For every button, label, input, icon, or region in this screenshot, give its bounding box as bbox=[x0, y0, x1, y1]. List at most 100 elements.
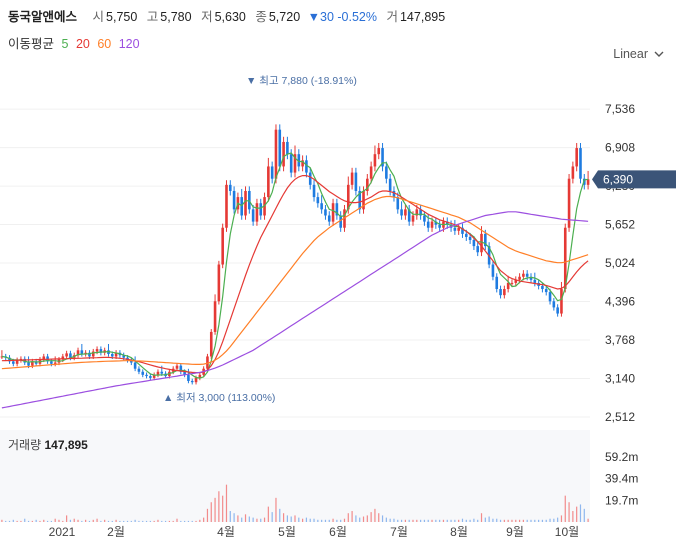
candle-body bbox=[175, 365, 179, 369]
candle-body bbox=[225, 184, 228, 228]
chevron-down-icon bbox=[654, 51, 664, 57]
volume-bar bbox=[294, 515, 296, 522]
candle-body bbox=[426, 221, 430, 228]
scale-label: Linear bbox=[613, 47, 648, 61]
quote-header: 동국알앤에스 시 5,750 고 5,780 저 5,630 종 5,720 ▼30 -… bbox=[8, 6, 445, 25]
x-tick-label: 4월 bbox=[217, 525, 235, 539]
candle-body bbox=[95, 349, 99, 352]
volume-bar bbox=[126, 520, 129, 522]
candle-body bbox=[152, 374, 156, 378]
volume-bar bbox=[389, 518, 391, 522]
volume-bar bbox=[446, 519, 448, 522]
volume-bar bbox=[77, 519, 79, 522]
candle-body bbox=[251, 209, 255, 222]
current-price-label: 6,390 bbox=[603, 172, 633, 186]
volume-bar bbox=[85, 519, 87, 522]
candle-body bbox=[145, 374, 148, 377]
volume-bar bbox=[328, 519, 330, 522]
candle-body bbox=[339, 215, 342, 228]
volume-bar bbox=[359, 517, 361, 522]
volume-bar bbox=[88, 520, 91, 522]
candle-body bbox=[464, 233, 468, 237]
candle-body bbox=[282, 141, 285, 167]
candle-body bbox=[480, 233, 483, 253]
candle-body bbox=[293, 154, 297, 173]
low-price: 5,630 bbox=[214, 10, 246, 24]
volume-bar bbox=[252, 517, 254, 522]
volume-bar bbox=[465, 519, 467, 522]
volume-value: 147,895 bbox=[399, 10, 446, 24]
y-tick-label: 2,512 bbox=[605, 410, 635, 424]
ma-20-line bbox=[1, 175, 589, 374]
volume-bar bbox=[526, 519, 528, 522]
volume-bar bbox=[214, 497, 216, 522]
candle-body bbox=[563, 227, 567, 290]
volume-bar bbox=[1, 519, 3, 522]
low-annotation: ▲ 최저 3,000 (113.00%) bbox=[163, 392, 275, 404]
volume-bar bbox=[260, 518, 262, 522]
volume-bar bbox=[576, 506, 578, 522]
candle-body bbox=[217, 264, 221, 302]
candle-body bbox=[88, 352, 91, 357]
candle-body bbox=[544, 289, 548, 293]
volume-bar bbox=[332, 518, 334, 522]
candle-body bbox=[312, 184, 316, 198]
candle-body bbox=[346, 184, 350, 210]
volume-bar bbox=[191, 520, 193, 522]
volume-bar bbox=[496, 518, 498, 522]
candle-body bbox=[579, 148, 582, 179]
candle-body bbox=[15, 360, 19, 364]
volume-bar bbox=[187, 520, 190, 522]
scale-selector[interactable]: Linear bbox=[613, 47, 664, 61]
volume-bar bbox=[107, 520, 110, 522]
candle-body bbox=[407, 209, 411, 222]
volume-bar bbox=[218, 491, 220, 522]
candle-body bbox=[548, 292, 552, 302]
ma-60-label: 60 bbox=[97, 37, 112, 51]
candle-body bbox=[358, 190, 362, 210]
candle-body bbox=[80, 350, 84, 354]
moving-average-legend[interactable]: 이동평균 5 20 60 120 bbox=[8, 33, 144, 52]
candle-body bbox=[244, 190, 247, 216]
candle-body bbox=[301, 160, 304, 167]
volume-bar bbox=[484, 517, 486, 522]
volume-bar bbox=[393, 518, 395, 522]
candle-body bbox=[392, 190, 396, 198]
candle-body bbox=[12, 361, 15, 364]
volume-bar bbox=[351, 511, 353, 522]
volume-bar bbox=[488, 516, 490, 522]
volume-bar bbox=[267, 506, 269, 522]
ma-120-label: 120 bbox=[118, 37, 140, 51]
volume-bar bbox=[298, 517, 300, 522]
candle-body bbox=[453, 227, 457, 231]
open-label: 시 bbox=[92, 10, 105, 24]
volume-bar bbox=[461, 518, 464, 522]
candle-body bbox=[415, 209, 419, 216]
y-tick-label: 7,536 bbox=[605, 102, 635, 116]
candle-body bbox=[213, 301, 217, 332]
price-change: ▼30 -0.52% bbox=[307, 10, 377, 24]
volume-bar bbox=[313, 518, 315, 522]
candle-body bbox=[556, 307, 559, 314]
volume-bar bbox=[210, 502, 212, 522]
close-label: 종 bbox=[255, 10, 267, 24]
candle-body bbox=[198, 374, 202, 378]
ma-20-label: 20 bbox=[75, 37, 90, 51]
candle-body bbox=[472, 239, 476, 247]
candle-body bbox=[27, 362, 30, 366]
volume-bar bbox=[104, 519, 106, 522]
volume-bar bbox=[54, 518, 56, 522]
ma-120-line bbox=[1, 211, 589, 409]
candle-body bbox=[552, 301, 556, 308]
volume-bar bbox=[381, 515, 384, 522]
volume-bar bbox=[96, 518, 98, 522]
candle-body bbox=[468, 236, 472, 240]
candle-body bbox=[377, 148, 381, 155]
volume-bar bbox=[420, 519, 422, 522]
volume-bar bbox=[20, 520, 22, 522]
candle-body bbox=[133, 362, 137, 369]
y-tick-label: 5,024 bbox=[605, 256, 635, 270]
volume-bar bbox=[27, 520, 30, 522]
candle-body bbox=[149, 376, 152, 378]
